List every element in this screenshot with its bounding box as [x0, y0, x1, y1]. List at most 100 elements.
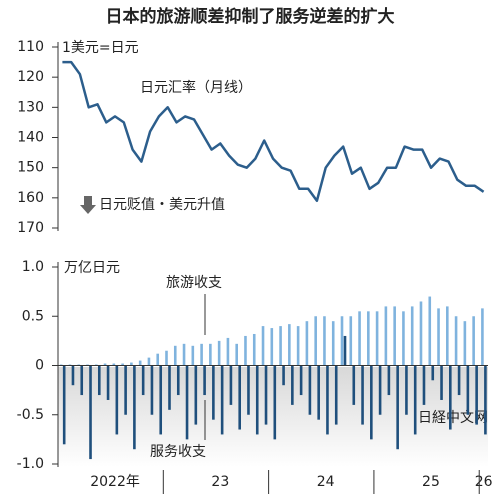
bar [71, 365, 75, 386]
bar [422, 365, 426, 405]
bar [457, 365, 461, 396]
bar [484, 365, 487, 435]
bar [203, 365, 206, 396]
bar [226, 337, 230, 366]
bar [334, 365, 338, 425]
bar [212, 365, 215, 420]
y-tick-label: 0 [35, 358, 44, 374]
bar [440, 365, 443, 400]
bar [130, 362, 133, 366]
y-tick-label: 140 [17, 130, 44, 146]
bar [428, 296, 432, 366]
y-axis-label: 万亿日元 [64, 260, 120, 276]
bar [255, 365, 259, 435]
x-tick-label: 23 [211, 474, 229, 490]
bar [431, 365, 435, 381]
bar [112, 363, 116, 366]
bar [115, 365, 119, 435]
bar [331, 321, 335, 366]
x-tick-label: 24 [317, 474, 335, 490]
bar [387, 365, 391, 396]
bar [238, 365, 241, 430]
bar [405, 365, 408, 415]
bar [273, 365, 277, 440]
bar [413, 365, 417, 435]
bar [317, 365, 320, 420]
bar [124, 365, 127, 415]
bar [150, 365, 154, 415]
bar [247, 365, 250, 415]
legend-label: 旅游收支 [166, 275, 222, 291]
watermark: 日経中文网 [418, 410, 488, 426]
bar [472, 316, 475, 366]
y-tick-label: -1.0 [17, 456, 44, 472]
bar [370, 365, 373, 440]
bar [133, 365, 136, 450]
bar [352, 365, 356, 405]
bar [185, 365, 189, 440]
bar [200, 343, 203, 366]
bar [358, 311, 361, 366]
bar [244, 335, 247, 366]
bar [340, 316, 344, 366]
bar [264, 365, 268, 425]
bar [384, 306, 388, 366]
line [62, 60, 485, 203]
bar [446, 306, 449, 366]
bar [217, 340, 221, 366]
bar [449, 365, 452, 430]
y-axis-label: 1美元=日元 [62, 40, 139, 56]
bar [89, 365, 92, 460]
y-tick-label: 170 [17, 220, 44, 236]
bar [261, 326, 265, 366]
bar [220, 365, 224, 435]
y-tick-label: -0.5 [17, 407, 44, 423]
y-tick-label: 0.5 [22, 308, 44, 324]
series-label: 日元汇率（月线） [140, 79, 252, 96]
bar [97, 365, 101, 396]
bar [121, 363, 124, 366]
bar [308, 365, 312, 415]
y-tick-label: 150 [17, 160, 44, 176]
y-tick-label: 120 [17, 69, 44, 85]
bar [165, 350, 168, 366]
bar [209, 343, 212, 366]
bar [454, 316, 458, 366]
bar [62, 365, 66, 445]
y-tick-label: 110 [17, 39, 44, 55]
bar [288, 324, 291, 366]
bar [296, 326, 300, 366]
bar [80, 365, 84, 396]
bar [173, 345, 177, 366]
legend-label: 服务收支 [150, 444, 206, 460]
x-tick-label: 2022年 [90, 474, 140, 490]
bar [168, 365, 171, 410]
bar [419, 301, 423, 366]
bar [402, 311, 405, 366]
bar [305, 321, 309, 366]
bar [326, 365, 329, 435]
bar [410, 306, 414, 366]
bar [191, 345, 195, 366]
bar [437, 308, 440, 366]
chart-title: 日本的旅游顺差抑制了服务逆差的扩大 [106, 6, 395, 27]
bar [299, 365, 303, 396]
bar [314, 316, 317, 366]
bar [156, 353, 160, 366]
bar [367, 311, 370, 366]
bar [349, 316, 353, 366]
bar [106, 365, 110, 400]
annotation: 日元贬值・美元升值 [99, 197, 225, 213]
bar [279, 326, 282, 366]
bar [235, 343, 238, 366]
bar [396, 365, 399, 450]
bar [291, 365, 294, 405]
bar [466, 365, 470, 415]
bar [194, 365, 198, 425]
bar [323, 316, 326, 366]
x-tick-label: 26 [475, 474, 493, 490]
bar [252, 333, 256, 366]
bar [393, 306, 396, 366]
down-arrow [80, 196, 96, 214]
bar [138, 360, 142, 366]
